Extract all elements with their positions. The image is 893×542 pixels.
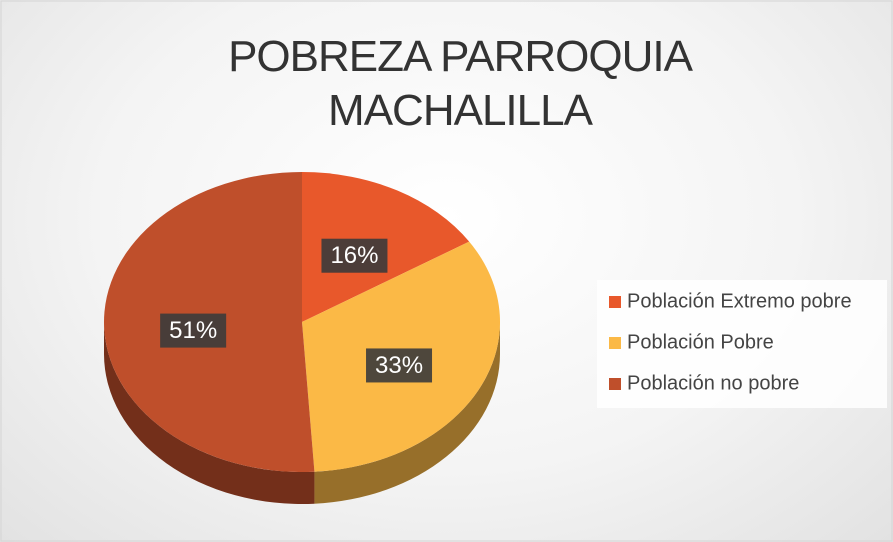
legend-swatch	[609, 296, 621, 308]
data-label: 16%	[321, 238, 388, 273]
data-label-box	[321, 238, 388, 273]
legend-swatch	[609, 337, 621, 349]
data-label-text: 16%	[330, 242, 378, 269]
data-label-text: 33%	[375, 352, 423, 379]
legend-label: Población Pobre	[627, 331, 774, 353]
legend-label: Población no pobre	[627, 372, 799, 394]
chart-title: POBREZA PARROQUIA MACHALILLA	[228, 32, 693, 135]
pie-side	[314, 322, 500, 504]
data-label-box	[160, 313, 227, 348]
data-label-text: 51%	[169, 317, 217, 344]
legend-swatch	[609, 378, 621, 390]
data-label-box	[366, 348, 433, 383]
data-label: 33%	[366, 348, 433, 383]
legend-box	[597, 280, 887, 408]
data-label: 51%	[160, 313, 227, 348]
pie-side	[104, 322, 315, 504]
legend-label: Población Extremo pobre	[627, 290, 852, 312]
